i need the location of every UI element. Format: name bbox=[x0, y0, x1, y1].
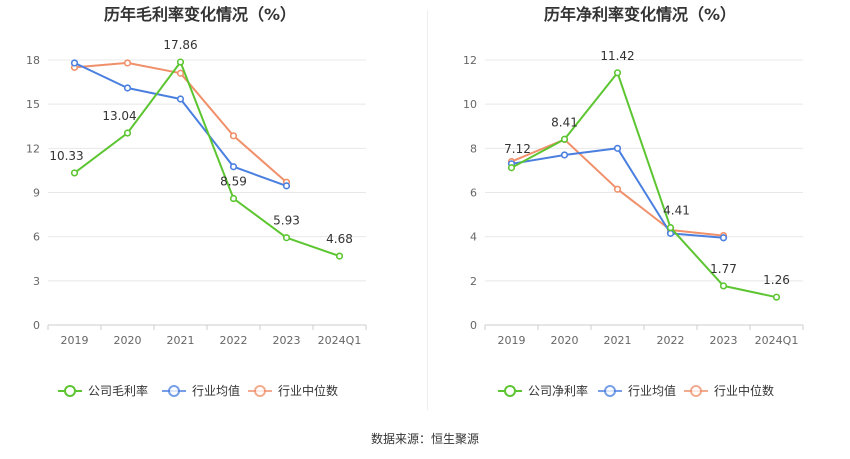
x-tick-label: 2022 bbox=[220, 334, 248, 347]
y-tick-label: 6 bbox=[33, 231, 40, 244]
data-source-note: 数据来源：恒生聚源 bbox=[370, 432, 479, 446]
x-tick-label: 2019 bbox=[498, 334, 526, 347]
data-point-median[interactable] bbox=[229, 132, 238, 140]
data-point-avg[interactable] bbox=[70, 59, 79, 67]
x-tick-label: 2020 bbox=[114, 334, 142, 347]
legend-label: 行业均值 bbox=[192, 383, 240, 398]
y-tick-label: 6 bbox=[470, 187, 477, 200]
chart-panel-1: 历年毛利率变化情况（%） 0 3 6 9 12 15 18 2019 2020 2021 2022 20… bbox=[26, 5, 367, 398]
data-point-company[interactable] bbox=[335, 252, 344, 260]
data-point-company[interactable] bbox=[772, 293, 781, 301]
y-tick-label: 4 bbox=[470, 231, 477, 244]
chart-title: 历年毛利率变化情况（%） bbox=[104, 5, 296, 24]
legend-label: 行业中位数 bbox=[714, 383, 774, 398]
legend-swatch-marker bbox=[690, 385, 702, 397]
x-tick-label: 2023 bbox=[710, 334, 738, 347]
series-line-company bbox=[511, 71, 777, 299]
y-tick-label: 15 bbox=[26, 98, 40, 111]
chart-title: 历年净利率变化情况（%） bbox=[544, 5, 736, 24]
data-label: 11.42 bbox=[600, 49, 634, 63]
data-point-company[interactable] bbox=[123, 129, 132, 137]
data-point-avg[interactable] bbox=[666, 229, 675, 237]
data-point-median[interactable] bbox=[613, 185, 622, 193]
legend-label: 行业均值 bbox=[628, 383, 676, 398]
legend-swatch-marker bbox=[504, 385, 516, 397]
data-label: 13.04 bbox=[102, 109, 136, 123]
y-tick-label: 0 bbox=[33, 319, 40, 332]
data-point-avg[interactable] bbox=[123, 84, 132, 92]
data-label: 17.86 bbox=[163, 38, 197, 52]
data-label: 4.68 bbox=[326, 232, 353, 246]
legend-label: 行业中位数 bbox=[278, 383, 338, 398]
y-tick-label: 8 bbox=[470, 142, 477, 155]
data-point-company[interactable] bbox=[507, 164, 516, 172]
data-label: 5.93 bbox=[273, 214, 300, 228]
series-line-avg bbox=[74, 61, 287, 187]
data-label: 8.41 bbox=[551, 115, 578, 129]
data-label: 1.77 bbox=[710, 262, 737, 276]
legend-item-company[interactable]: 公司净利率 bbox=[498, 383, 588, 398]
legend-item-avg[interactable]: 行业均值 bbox=[598, 383, 676, 398]
data-label: 4.41 bbox=[663, 204, 690, 218]
data-point-company[interactable] bbox=[176, 58, 185, 66]
legend-swatch-marker bbox=[254, 385, 266, 397]
data-point-company[interactable] bbox=[70, 169, 79, 177]
legend-label: 公司毛利率 bbox=[88, 383, 148, 398]
data-point-company[interactable] bbox=[560, 135, 569, 143]
y-tick-label: 12 bbox=[26, 142, 40, 155]
legend-item-median[interactable]: 行业中位数 bbox=[248, 383, 338, 398]
data-point-avg[interactable] bbox=[229, 163, 238, 171]
legend-swatch-marker bbox=[64, 385, 76, 397]
x-tick-label: 2023 bbox=[273, 334, 301, 347]
y-tick-label: 12 bbox=[463, 54, 477, 67]
legend-label: 公司净利率 bbox=[528, 383, 588, 398]
data-point-avg[interactable] bbox=[176, 95, 185, 103]
data-point-median[interactable] bbox=[123, 59, 132, 67]
panel-divider bbox=[427, 10, 428, 410]
data-point-avg[interactable] bbox=[719, 234, 728, 242]
series-line-company bbox=[73, 61, 340, 258]
legend-item-company[interactable]: 公司毛利率 bbox=[58, 383, 148, 398]
series-line-avg bbox=[511, 147, 724, 239]
x-tick-label: 2020 bbox=[551, 334, 579, 347]
y-tick-label: 0 bbox=[470, 319, 477, 332]
data-point-avg[interactable] bbox=[282, 182, 291, 190]
legend-swatch-marker bbox=[604, 385, 616, 397]
y-tick-label: 2 bbox=[470, 275, 477, 288]
chart-panel-2: 历年净利率变化情况（%） 0 2 4 6 8 10 12 2019 2020 2021 2022 202… bbox=[463, 5, 804, 398]
x-tick-label: 2021 bbox=[167, 334, 195, 347]
data-point-median[interactable] bbox=[176, 69, 185, 77]
x-tick-label: 2019 bbox=[61, 334, 89, 347]
data-label: 1.26 bbox=[763, 273, 790, 287]
data-label: 7.12 bbox=[504, 142, 531, 156]
data-point-company[interactable] bbox=[666, 224, 675, 232]
x-tick-label: 2024Q1 bbox=[318, 334, 362, 347]
y-tick-label: 3 bbox=[33, 275, 40, 288]
y-tick-label: 9 bbox=[33, 187, 40, 200]
data-label: 10.33 bbox=[49, 149, 83, 163]
legend-swatch-marker bbox=[168, 385, 180, 397]
x-tick-label: 2021 bbox=[604, 334, 632, 347]
data-point-company[interactable] bbox=[229, 194, 238, 203]
data-label: 8.59 bbox=[220, 175, 247, 189]
data-point-avg[interactable] bbox=[613, 144, 622, 152]
data-point-company[interactable] bbox=[613, 69, 622, 77]
data-point-avg[interactable] bbox=[560, 151, 569, 159]
legend-item-median[interactable]: 行业中位数 bbox=[684, 383, 774, 398]
data-point-company[interactable] bbox=[719, 282, 728, 290]
y-tick-label: 10 bbox=[463, 98, 477, 111]
data-point-company[interactable] bbox=[282, 234, 291, 242]
y-tick-label: 18 bbox=[26, 54, 40, 67]
x-tick-label: 2022 bbox=[657, 334, 685, 347]
x-tick-label: 2024Q1 bbox=[755, 334, 799, 347]
legend-item-avg[interactable]: 行业均值 bbox=[162, 383, 240, 398]
